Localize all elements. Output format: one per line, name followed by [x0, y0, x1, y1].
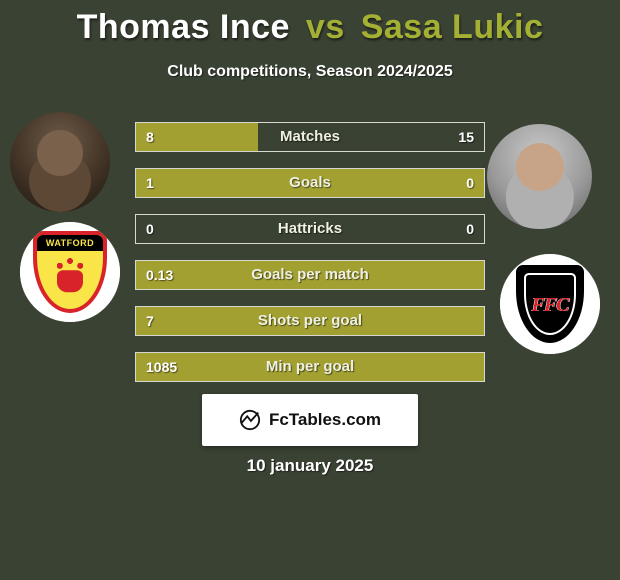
page-title: Thomas Ince vs Sasa Lukic: [0, 0, 620, 47]
player2-club-crest: FFC: [500, 254, 600, 354]
player2-avatar: [487, 124, 592, 229]
stat-value-right: [464, 353, 484, 383]
stat-value-left: 1085: [136, 353, 187, 383]
stat-value-right: 0: [456, 215, 484, 245]
stat-row: 1085 Min per goal: [135, 352, 485, 382]
comparison-card: Thomas Ince vs Sasa Lukic Club competiti…: [0, 0, 620, 580]
title-vs: vs: [306, 8, 345, 46]
player1-club-crest: WATFORD: [20, 222, 120, 322]
watford-crest-icon: WATFORD: [20, 222, 120, 322]
stat-row: 0 Hattricks 0: [135, 214, 485, 244]
brand-text: FcTables.com: [269, 410, 381, 430]
stat-row: 7 Shots per goal: [135, 306, 485, 336]
stat-bar-full: [136, 353, 484, 381]
subtitle: Club competitions, Season 2024/2025: [0, 63, 620, 81]
stat-value-left: 0: [136, 215, 164, 245]
moose-icon: [49, 257, 91, 299]
stat-row: 1 Goals 0: [135, 168, 485, 198]
title-player1: Thomas Ince: [77, 8, 290, 46]
stats-table: 8 Matches 15 1 Goals 0 0 Hattricks 0 0: [135, 122, 485, 398]
avatar-silhouette-icon: [487, 124, 592, 229]
date-text: 10 january 2025: [0, 456, 620, 476]
stat-row: 8 Matches 15: [135, 122, 485, 152]
crest-text: WATFORD: [37, 238, 103, 248]
stat-value-right: 0: [456, 169, 484, 199]
stat-value-right: 15: [448, 123, 484, 153]
stat-label: Hattricks: [136, 215, 484, 245]
stat-bar-full: [136, 307, 484, 335]
stat-value-left: 7: [136, 307, 164, 337]
brand-badge: FcTables.com: [202, 394, 418, 446]
stat-value-left: 1: [136, 169, 164, 199]
stat-value-left: 0.13: [136, 261, 183, 291]
avatar-silhouette-icon: [10, 112, 110, 212]
stat-bar-full: [136, 169, 484, 197]
player1-avatar: [10, 112, 110, 212]
stat-value-right: [464, 261, 484, 291]
stat-bar-full: [136, 261, 484, 289]
title-player2: Sasa Lukic: [361, 8, 544, 46]
fulham-crest-icon: FFC: [500, 254, 600, 354]
stat-value-right: [464, 307, 484, 337]
brand-logo-icon: [239, 409, 261, 431]
stat-row: 0.13 Goals per match: [135, 260, 485, 290]
stat-value-left: 8: [136, 123, 164, 153]
crest-text: FFC: [500, 294, 600, 317]
